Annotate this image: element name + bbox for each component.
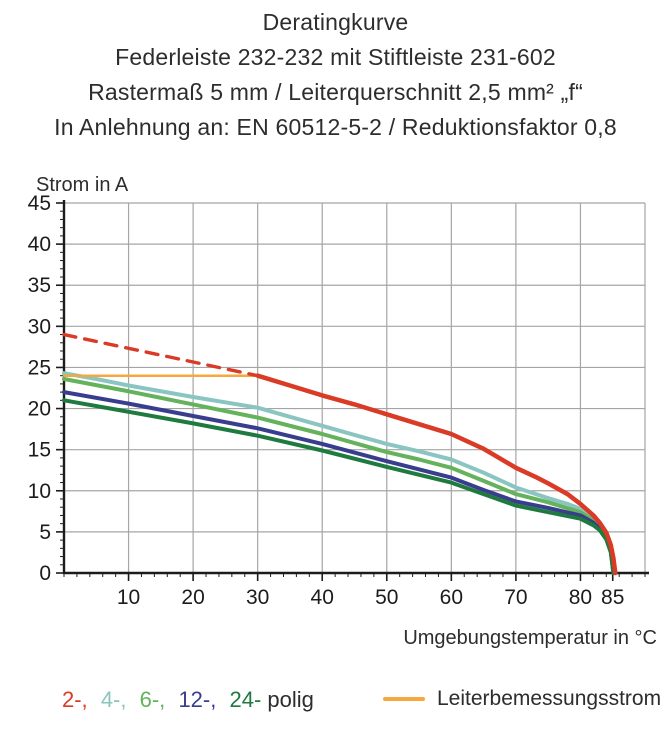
x-tick-label: 60 xyxy=(440,586,463,609)
chart-title-block: Deratingkurve Federleiste 232-232 mit St… xyxy=(0,5,671,145)
legend-6-polig: 6-, xyxy=(139,687,166,712)
legend-2-polig: 2-, xyxy=(62,687,88,712)
x-tick-label: 20 xyxy=(181,586,204,609)
chart-title-line-3: Rastermaß 5 mm / Leiterquerschnitt 2,5 m… xyxy=(88,79,583,105)
series-24-polig xyxy=(62,398,616,575)
x-tick-label: 10 xyxy=(117,586,140,609)
x-tick-label: 80 xyxy=(569,586,592,609)
legend-24-polig: 24- xyxy=(229,687,262,712)
y-axis-title: Strom in A xyxy=(36,174,129,196)
y-tick-label: 35 xyxy=(28,274,51,297)
y-tick-label: 10 xyxy=(28,480,51,503)
legend-polig-suffix: polig xyxy=(267,687,314,712)
x-tick-label: 70 xyxy=(504,586,527,609)
legend-4-polig: 4-, xyxy=(100,687,127,712)
poles-legend: 2-, 4-, 6-, 12-, 24- polig xyxy=(62,687,314,713)
chart-title-line-1: Deratingkurve xyxy=(262,9,409,35)
series-12-polig xyxy=(62,390,616,575)
leiterbemessungsstrom-legend: Leiterbemessungsstrom xyxy=(383,687,661,711)
y-tick-label: 20 xyxy=(28,398,51,421)
x-tick-label: 85 xyxy=(601,586,624,609)
legend-12-polig: 12-, xyxy=(178,687,217,712)
y-tick-label: 45 xyxy=(28,192,51,215)
series-2-polig-projektion xyxy=(62,332,260,378)
y-tick-label: 40 xyxy=(28,233,51,256)
chart-title-line-4: In Anlehnung an: EN 60512-5-2 / Reduktio… xyxy=(54,114,617,140)
chart-title-line-2: Federleiste 232-232 mit Stiftleiste 231-… xyxy=(115,44,556,70)
leiterbemessungsstrom-label: Leiterbemessungsstrom xyxy=(437,687,662,710)
chart-canvas: Strom in A 10 20 30 40 50 60 70 80 85 0 5 10 15 20 25 3… xyxy=(28,174,649,609)
series-2-polig xyxy=(255,373,618,576)
y-tick-label: 25 xyxy=(28,356,51,379)
y-tick-label: 15 xyxy=(28,439,51,462)
x-tick-label: 40 xyxy=(311,586,334,609)
derating-chart: Strom in A 10 20 30 40 50 60 70 80 85 0 5 10 15 20 25 3… xyxy=(0,160,671,622)
x-axis-title: Umgebungstemperatur in °C xyxy=(403,627,657,649)
x-tick-label: 50 xyxy=(375,586,398,609)
orange-line-swatch xyxy=(383,697,425,701)
y-tick-label: 5 xyxy=(39,521,51,544)
y-tick-label: 0 xyxy=(39,562,51,585)
x-tick-label: 30 xyxy=(246,586,269,609)
y-tick-label: 30 xyxy=(28,315,51,338)
